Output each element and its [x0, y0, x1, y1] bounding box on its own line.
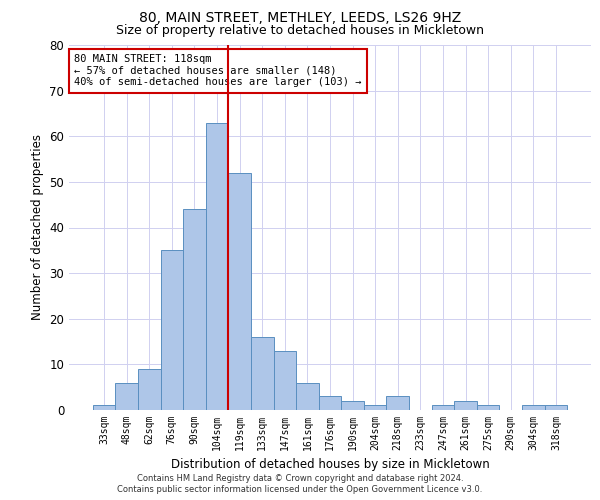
- Bar: [341, 401, 364, 410]
- Bar: [431, 406, 454, 410]
- X-axis label: Distribution of detached houses by size in Mickletown: Distribution of detached houses by size …: [170, 458, 490, 471]
- Bar: [138, 369, 161, 410]
- Text: Contains HM Land Registry data © Crown copyright and database right 2024.
Contai: Contains HM Land Registry data © Crown c…: [118, 474, 482, 494]
- Text: 80, MAIN STREET, METHLEY, LEEDS, LS26 9HZ: 80, MAIN STREET, METHLEY, LEEDS, LS26 9H…: [139, 12, 461, 26]
- Bar: [319, 396, 341, 410]
- Bar: [522, 406, 545, 410]
- Bar: [115, 382, 138, 410]
- Bar: [251, 337, 274, 410]
- Bar: [274, 350, 296, 410]
- Bar: [545, 406, 567, 410]
- Bar: [161, 250, 183, 410]
- Text: 80 MAIN STREET: 118sqm
← 57% of detached houses are smaller (148)
40% of semi-de: 80 MAIN STREET: 118sqm ← 57% of detached…: [74, 54, 362, 88]
- Bar: [206, 122, 229, 410]
- Bar: [386, 396, 409, 410]
- Y-axis label: Number of detached properties: Number of detached properties: [31, 134, 44, 320]
- Bar: [454, 401, 477, 410]
- Bar: [183, 209, 206, 410]
- Bar: [477, 406, 499, 410]
- Bar: [93, 406, 115, 410]
- Bar: [364, 406, 386, 410]
- Text: Size of property relative to detached houses in Mickletown: Size of property relative to detached ho…: [116, 24, 484, 37]
- Bar: [229, 173, 251, 410]
- Bar: [296, 382, 319, 410]
